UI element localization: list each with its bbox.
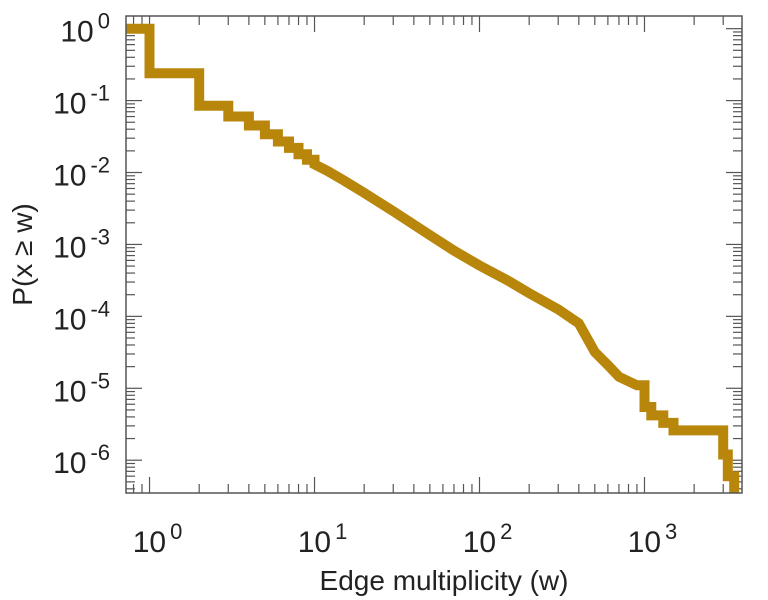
y-tick-label-base: 10: [53, 303, 86, 336]
series-layer: [126, 23, 740, 493]
x-tick-label-exponent: 3: [665, 519, 677, 544]
y-tick-label-base: 10: [53, 447, 86, 480]
y-tick-label-exponent: 0: [98, 9, 110, 34]
y-tick-label: 10 -3: [53, 224, 110, 264]
y-tick-label: 10 -4: [53, 296, 110, 336]
y-tick-label-exponent: -3: [90, 224, 110, 249]
y-tick-label-exponent: -1: [90, 81, 110, 106]
series-line: [126, 23, 740, 493]
x-tick-label: 10 3: [628, 519, 678, 559]
x-tick-label: 10 1: [298, 519, 348, 559]
y-tick-label: 10 -2: [53, 153, 110, 193]
y-axis-label: P(x ≥ w): [7, 203, 38, 305]
y-tick-label-base: 10: [53, 231, 86, 264]
y-tick-label-base: 10: [53, 375, 86, 408]
y-tick-label-base: 10: [60, 16, 93, 49]
x-tick-label-exponent: 0: [170, 519, 182, 544]
y-tick-label-exponent: -2: [90, 153, 110, 178]
axis-ticks: [126, 16, 742, 493]
x-tick-label-base: 10: [628, 526, 661, 559]
x-tick-label-base: 10: [133, 526, 166, 559]
y-tick-label-exponent: -6: [90, 440, 110, 465]
y-tick-label: 10 -5: [53, 368, 110, 408]
x-tick-label-base: 10: [463, 526, 496, 559]
x-tick-label-base: 10: [298, 526, 331, 559]
y-tick-label-base: 10: [53, 160, 86, 193]
y-tick-label-exponent: -4: [90, 296, 110, 321]
tick-labels: 10 0 10 1 10 2 10 310 010 -110 -210 -310 -410 -510 -6: [53, 9, 677, 559]
x-axis-label: Edge multiplicity (w): [320, 565, 569, 596]
plot-frame: [125, 15, 743, 494]
y-tick-label: 10 0: [60, 9, 110, 49]
x-tick-label: 10 0: [133, 519, 183, 559]
y-tick-label-base: 10: [53, 88, 86, 121]
y-tick-label-exponent: -5: [90, 368, 110, 393]
x-tick-label: 10 2: [463, 519, 513, 559]
y-tick-label: 10 -1: [53, 81, 110, 121]
x-tick-label-exponent: 1: [335, 519, 347, 544]
y-tick-label: 10 -6: [53, 440, 110, 480]
x-tick-label-exponent: 2: [500, 519, 512, 544]
